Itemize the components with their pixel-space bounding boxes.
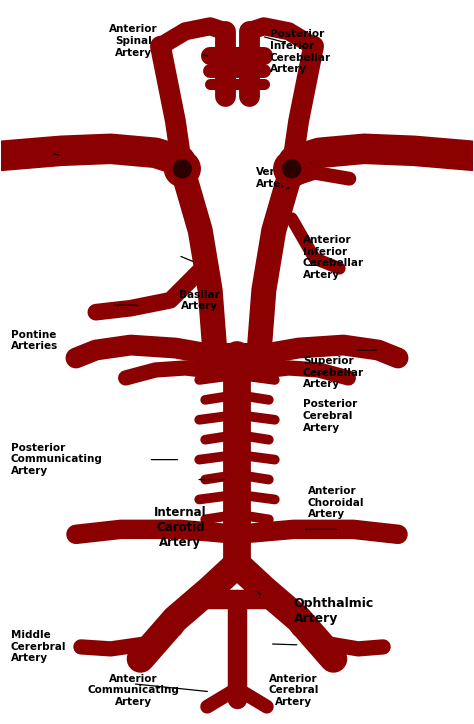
Text: Posterior
Cerebral
Artery: Posterior Cerebral Artery <box>303 400 357 433</box>
Text: Anterior
Communicating
Artery: Anterior Communicating Artery <box>87 673 179 707</box>
Circle shape <box>164 151 200 187</box>
Text: Posterior
Communicating
Artery: Posterior Communicating Artery <box>11 443 103 476</box>
Text: Basilar
Artery: Basilar Artery <box>179 290 219 311</box>
Text: Anterior
Choroidal
Artery: Anterior Choroidal Artery <box>308 486 364 519</box>
Text: Internal
Carotid
Artery: Internal Carotid Artery <box>154 506 207 550</box>
Circle shape <box>173 160 191 177</box>
Text: Superior
Cerebellar
Artery: Superior Cerebellar Artery <box>303 356 364 390</box>
Text: Vertebral
Artery: Vertebral Artery <box>256 167 311 189</box>
Circle shape <box>283 160 301 177</box>
Text: Posterior
Inferior
Cerebellar
Artery: Posterior Inferior Cerebellar Artery <box>270 30 331 75</box>
Text: Anterior
Cerebral
Artery: Anterior Cerebral Artery <box>268 673 319 707</box>
Text: Pontine
Arteries: Pontine Arteries <box>11 329 58 351</box>
Text: Anterior
Spinal
Artery: Anterior Spinal Artery <box>109 25 158 58</box>
Text: Middle
Cererbral
Artery: Middle Cererbral Artery <box>11 631 66 663</box>
Circle shape <box>274 151 310 187</box>
Text: Anterior
Inferior
Cerebellar
Artery: Anterior Inferior Cerebellar Artery <box>303 235 364 279</box>
Text: Ophthalmic
Artery: Ophthalmic Artery <box>293 597 374 625</box>
